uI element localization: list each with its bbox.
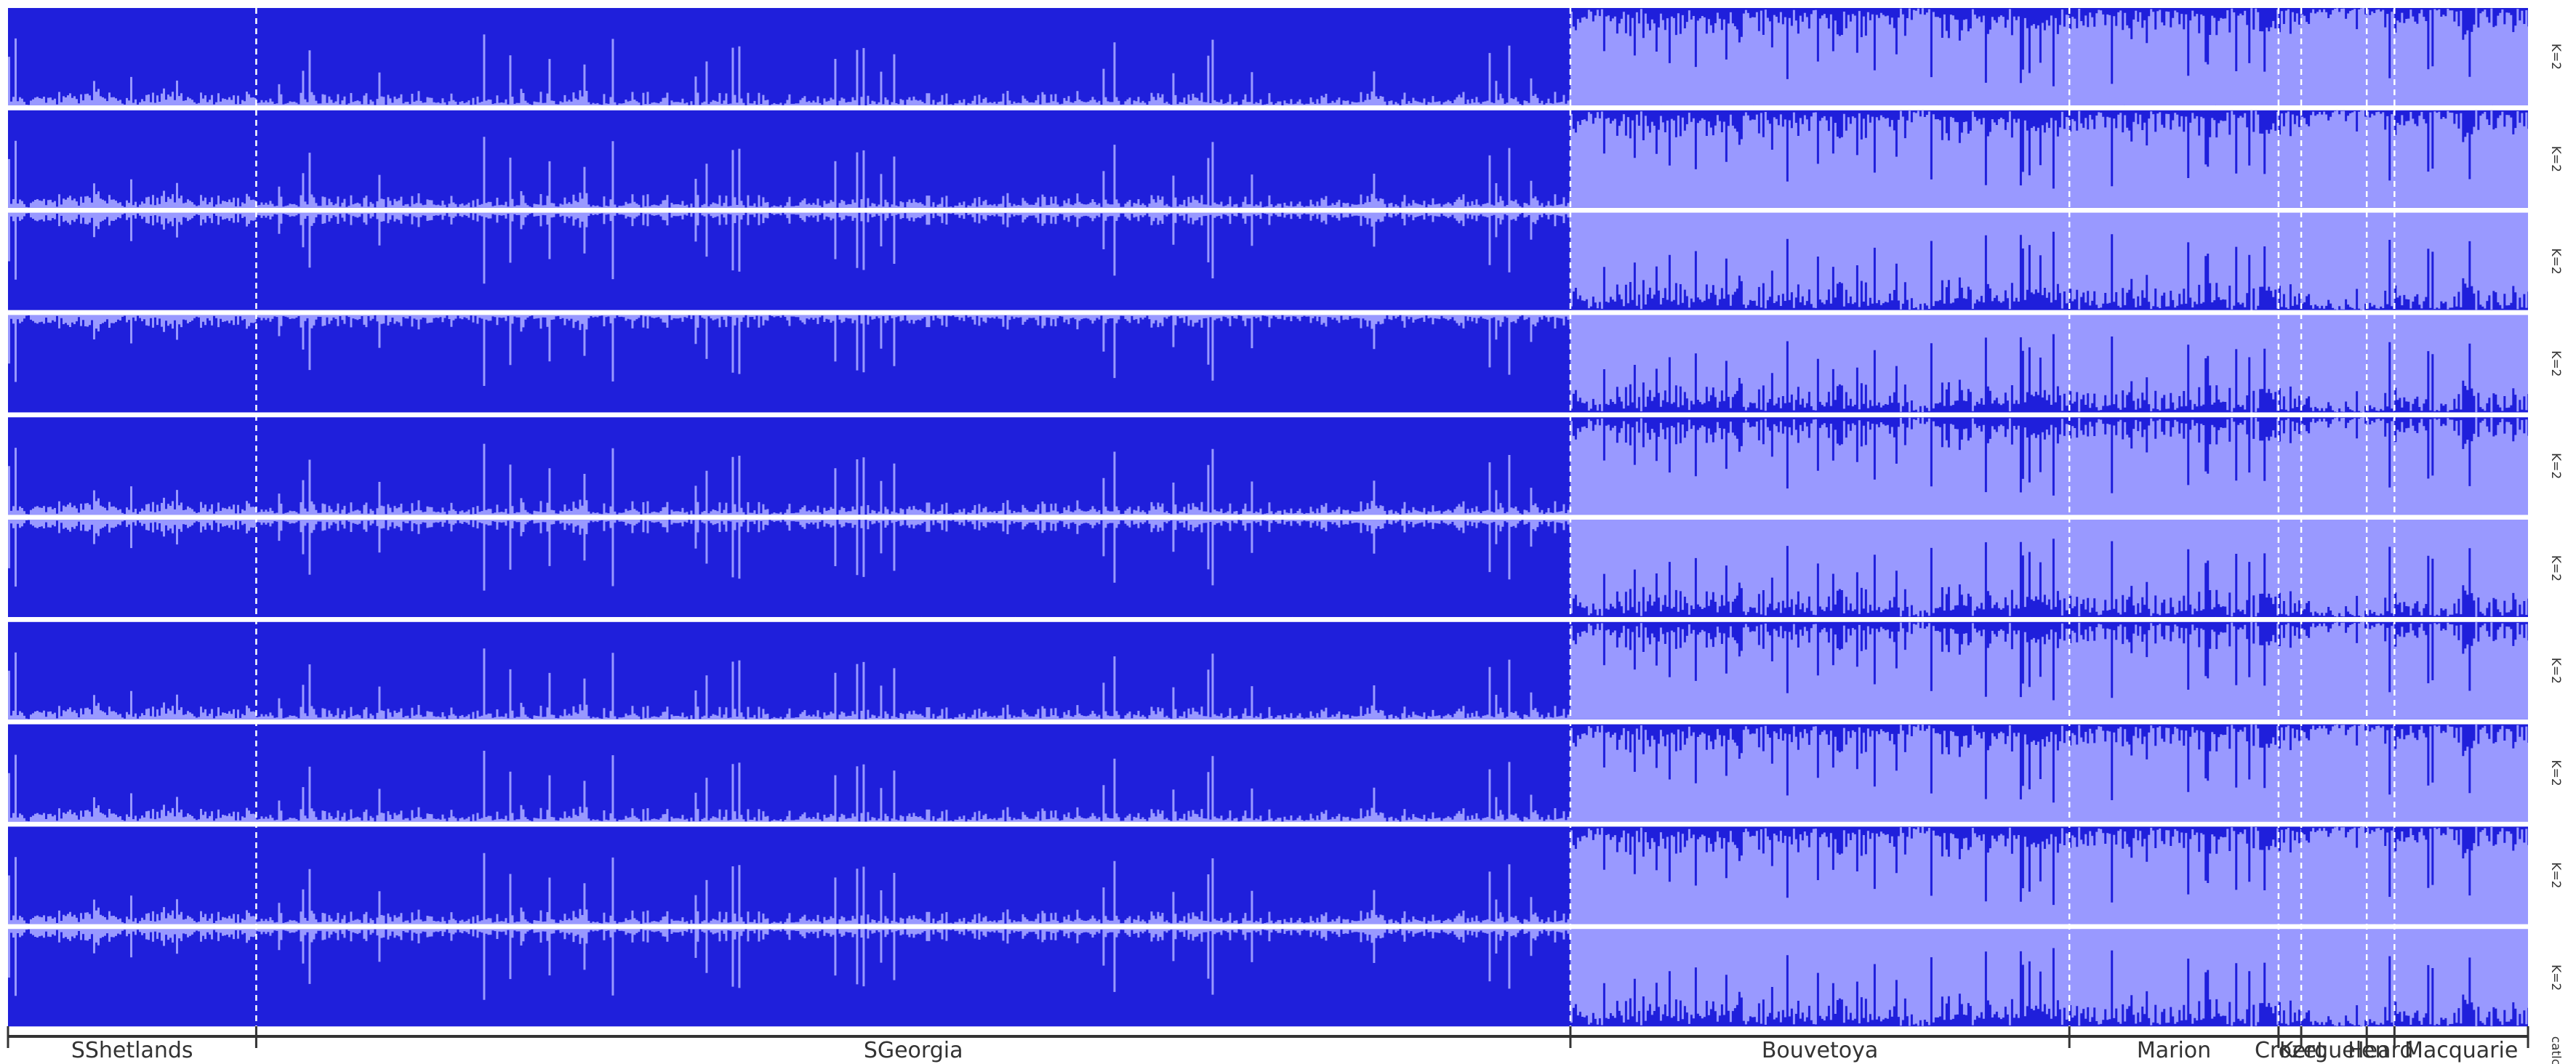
admixture-bars <box>8 8 2528 1027</box>
admixture-row <box>8 8 2528 105</box>
individual-bars <box>8 8 2528 105</box>
row-label: K=2 <box>2548 862 2563 888</box>
individual-bars <box>8 929 2528 1027</box>
row-label: K=2 <box>2548 964 2563 991</box>
population-label: Crozet <box>2255 1038 2325 1063</box>
population-label: Bouvetoya <box>1762 1038 1878 1063</box>
individual-bars <box>8 212 2528 310</box>
population-label: Kerguelen <box>2279 1038 2389 1063</box>
population-axis: SShetlands SGeorgia Bouvetoya Marion CrozetK… <box>7 1026 2529 1063</box>
individual-bars <box>8 315 2528 413</box>
admixture-row <box>8 315 2528 413</box>
admixture-row <box>8 724 2528 822</box>
row-label: K=2 <box>2548 759 2563 786</box>
row-label: K=2 <box>2548 248 2563 274</box>
individual-bars <box>8 724 2528 822</box>
individual-bars <box>8 520 2528 617</box>
admixture-row <box>8 417 2528 515</box>
admixture-row <box>8 929 2528 1027</box>
admixture-row <box>8 110 2528 208</box>
population-label: Heard <box>2348 1038 2413 1063</box>
population-label: SGeorgia <box>864 1038 963 1063</box>
footer-side-label: catlc <box>2548 1036 2563 1064</box>
row-label: K=2 <box>2548 44 2563 70</box>
admixture-row <box>8 212 2528 310</box>
population-separators <box>255 8 2396 1027</box>
admixture-row <box>8 520 2528 617</box>
population-label: Marion <box>2137 1038 2211 1063</box>
admixture-row <box>8 826 2528 924</box>
row-label: K=2 <box>2548 555 2563 581</box>
row-label: K=2 <box>2548 453 2563 479</box>
individual-bars <box>8 110 2528 208</box>
population-label: SShetlands <box>71 1038 193 1063</box>
row-label: K=2 <box>2548 658 2563 684</box>
row-label: K=2 <box>2548 350 2563 376</box>
row-labels: K=2 K=2 K=2 K=2 K=2 K=2 K=2 K=2 K=2 K=2 catlc <box>2548 44 2563 1064</box>
admixture-row <box>8 621 2528 720</box>
row-label: K=2 <box>2548 146 2563 172</box>
individual-bars <box>8 417 2528 515</box>
population-label: Macquarie <box>2404 1038 2518 1063</box>
individual-bars <box>8 621 2528 720</box>
individual-bars <box>8 826 2528 924</box>
